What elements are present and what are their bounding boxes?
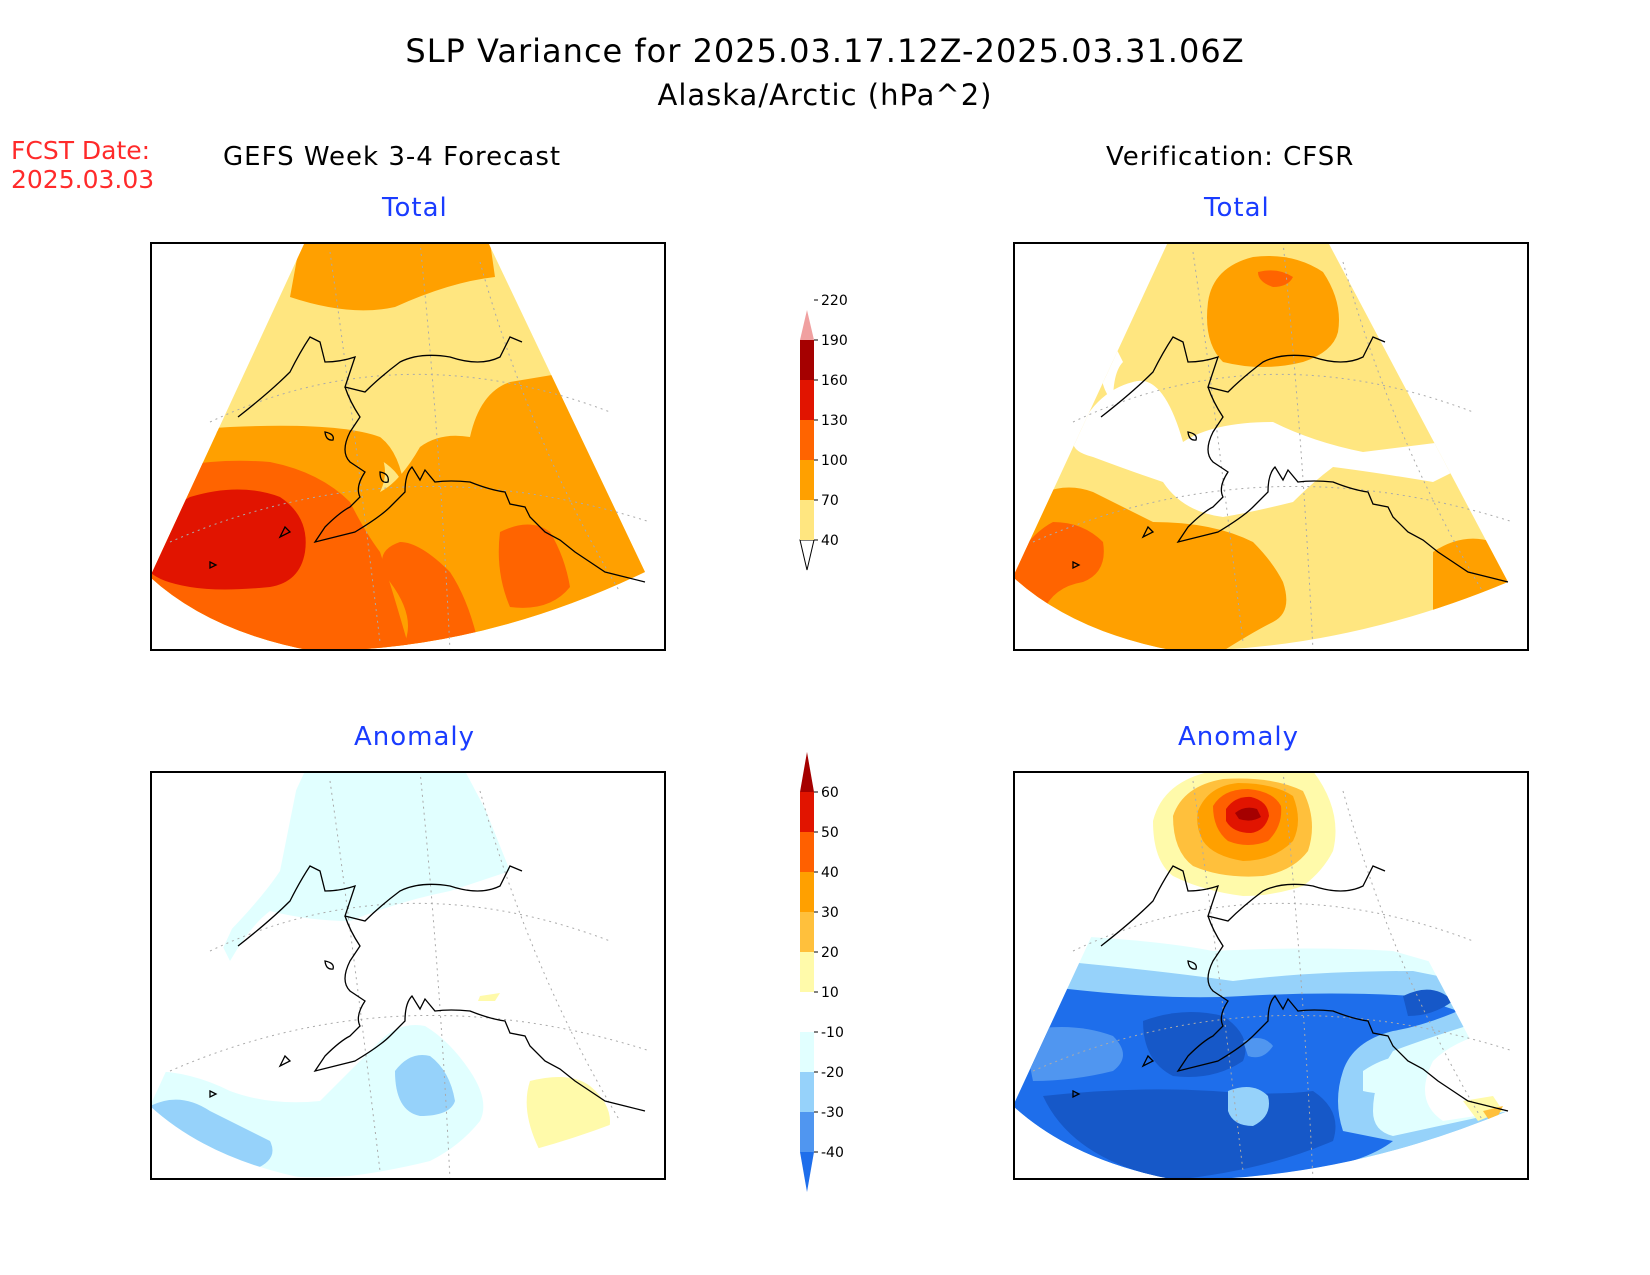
colorbar-tick-label: -10 bbox=[821, 1025, 844, 1041]
map-verification-anomaly bbox=[1013, 771, 1514, 1180]
colorbar-anomaly: -40 -30 -20 -10 10 20 30 40 50 60 bbox=[800, 752, 844, 1192]
colorbar-tick-label: 20 bbox=[821, 945, 839, 961]
colorbar-extend-low bbox=[800, 1152, 814, 1192]
map-verification-anomaly-frame bbox=[1013, 771, 1529, 1180]
panel-title-bottom-left: Anomaly bbox=[354, 722, 476, 752]
colorbar-total: 40 70 100 130 160 190 220 bbox=[799, 293, 848, 571]
graticule bbox=[1032, 242, 1514, 651]
colorbar-tick-label: 40 bbox=[821, 865, 839, 881]
colorbar-band bbox=[800, 992, 814, 1032]
coastline bbox=[1072, 865, 1509, 1112]
colorbar-band bbox=[800, 792, 814, 832]
map-verification-total-frame bbox=[1013, 242, 1529, 651]
panel-title-bottom-right: Anomaly bbox=[1178, 722, 1300, 752]
colorbar-band bbox=[800, 500, 814, 540]
colorbar-band bbox=[800, 832, 814, 872]
forecast-date-label: FCST Date: bbox=[11, 136, 151, 165]
colorbar-tick-label: 50 bbox=[821, 825, 839, 841]
colorbar-tick-label: 60 bbox=[821, 785, 839, 801]
colorbar-band bbox=[800, 380, 814, 420]
colorbar-tick-label: -20 bbox=[821, 1065, 844, 1081]
colorbar-band bbox=[800, 1072, 814, 1112]
colorbar-band bbox=[800, 952, 814, 992]
forecast-date-value: 2025.03.03 bbox=[11, 165, 155, 194]
colorbar-tick-label: 130 bbox=[821, 413, 848, 429]
forecast-date-block: FCST Date: 2025.03.03 bbox=[11, 136, 154, 194]
panel-title-top-left: Total bbox=[382, 193, 448, 223]
coastline bbox=[209, 865, 646, 1112]
colorbar-band bbox=[800, 420, 814, 460]
figure-title: SLP Variance for 2025.03.17.12Z-2025.03.… bbox=[405, 32, 1245, 70]
panel-title-top-right: Total bbox=[1204, 193, 1270, 223]
colorbar-tick-label: 40 bbox=[821, 533, 839, 549]
coastline bbox=[209, 336, 646, 583]
colorbar-band bbox=[800, 872, 814, 912]
colorbar-band bbox=[800, 340, 814, 380]
figure-subtitle: Alaska/Arctic (hPa^2) bbox=[657, 78, 993, 112]
right-column-header: Verification: CFSR bbox=[1106, 142, 1355, 172]
colorbar-band bbox=[800, 1032, 814, 1072]
map-forecast-total-frame bbox=[150, 242, 666, 651]
left-column-header: GEFS Week 3-4 Forecast bbox=[223, 142, 562, 172]
colorbar-extend-high bbox=[800, 310, 814, 340]
colorbar-tick-label: -40 bbox=[821, 1145, 844, 1161]
map-forecast-anomaly-frame bbox=[150, 771, 666, 1180]
colorbar-band bbox=[800, 912, 814, 952]
map-forecast-anomaly bbox=[150, 771, 651, 1180]
colorbar-tick-label: -30 bbox=[821, 1105, 844, 1121]
graticule bbox=[1032, 771, 1514, 1180]
coastline bbox=[1072, 336, 1509, 583]
graticule bbox=[169, 771, 651, 1180]
colorbar-band bbox=[800, 1112, 814, 1152]
colorbar-extend-high bbox=[800, 752, 814, 792]
colorbar-tick-label: 10 bbox=[821, 985, 839, 1001]
graticule bbox=[169, 242, 651, 651]
map-forecast-total bbox=[150, 242, 651, 651]
colorbar-band bbox=[800, 460, 814, 500]
colorbar-tick-label: 70 bbox=[821, 493, 839, 509]
colorbar-extend-low bbox=[799, 539, 815, 571]
map-verification-total bbox=[1013, 242, 1514, 651]
colorbar-tick-label: 100 bbox=[821, 453, 848, 469]
colorbar-tick-label: 220 bbox=[821, 293, 848, 309]
colorbar-tick-label: 190 bbox=[821, 333, 848, 349]
colorbar-tick-label: 160 bbox=[821, 373, 848, 389]
colorbar-tick-label: 30 bbox=[821, 905, 839, 921]
